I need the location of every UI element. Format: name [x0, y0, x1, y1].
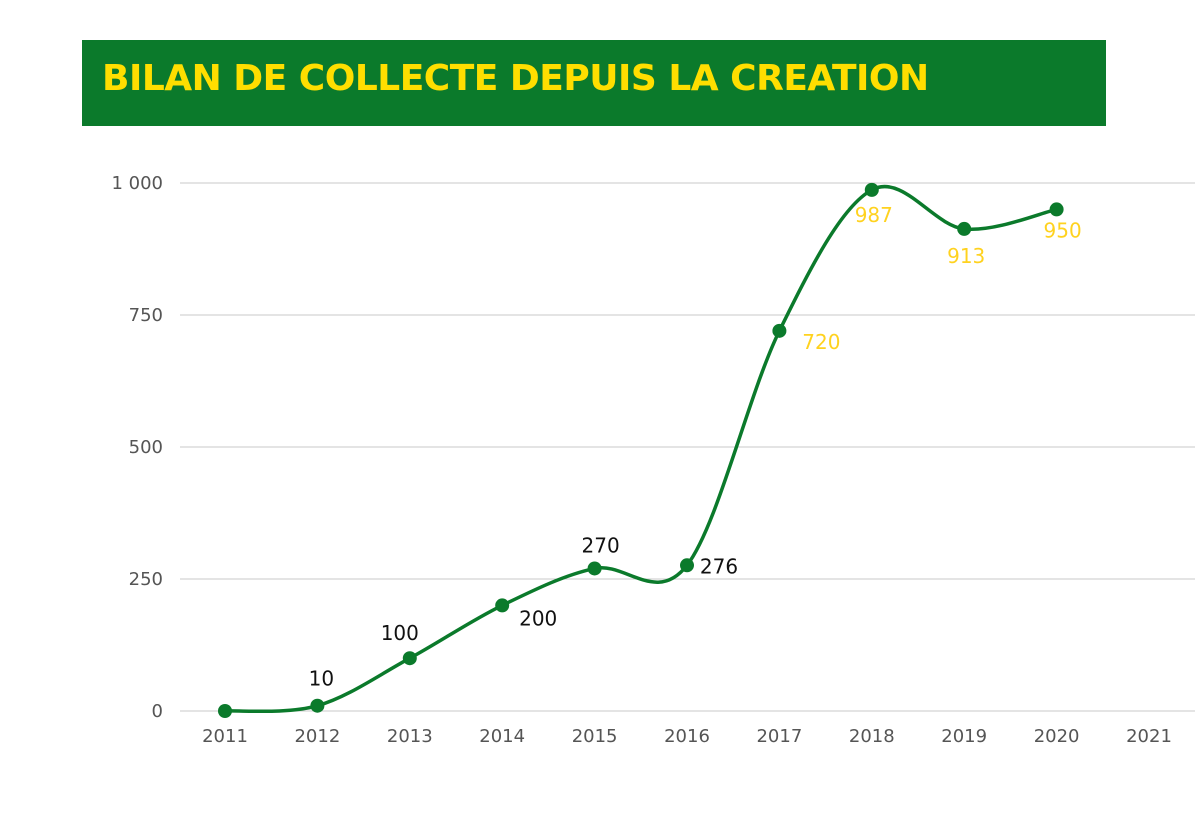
x-tick-label: 2021 [1126, 726, 1172, 747]
data-point [587, 561, 602, 576]
data-label: 913 [947, 244, 985, 268]
chart-title: BILAN DE COLLECTE DEPUIS LA CREATION [102, 58, 929, 99]
data-label: 100 [381, 621, 419, 645]
x-tick-label: 2012 [294, 726, 340, 747]
data-label: 276 [700, 554, 738, 578]
data-label: 987 [855, 203, 893, 227]
x-tick-label: 2016 [664, 726, 710, 747]
x-tick-label: 2013 [387, 726, 433, 747]
data-point [1049, 202, 1064, 217]
y-tick-label: 750 [129, 305, 163, 326]
data-label: 200 [519, 606, 557, 630]
x-tick-label: 2015 [572, 726, 618, 747]
data-point [864, 182, 879, 197]
data-point [772, 323, 787, 338]
data-label: 720 [802, 330, 840, 354]
series-line [223, 184, 1059, 714]
data-label: 270 [582, 533, 620, 557]
y-tick-label: 500 [129, 437, 163, 458]
y-tick-label: 0 [152, 701, 163, 722]
data-label: 950 [1044, 218, 1082, 242]
x-tick-label: 2017 [756, 726, 802, 747]
y-tick-label: 250 [129, 569, 163, 590]
y-tick-label: 1 000 [111, 173, 163, 194]
data-point [957, 221, 972, 236]
x-tick-label: 2011 [202, 726, 248, 747]
data-point [402, 651, 417, 666]
title-banner: BILAN DE COLLECTE DEPUIS LA CREATION [82, 40, 1106, 126]
x-tick-label: 2020 [1034, 726, 1080, 747]
data-point [310, 698, 325, 713]
x-tick-label: 2018 [849, 726, 895, 747]
data-point [495, 598, 510, 613]
data-point [680, 558, 694, 573]
x-tick-label: 2014 [479, 726, 525, 747]
data-label: 10 [309, 667, 334, 691]
x-tick-label: 2019 [941, 726, 987, 747]
data-point [218, 704, 232, 718]
